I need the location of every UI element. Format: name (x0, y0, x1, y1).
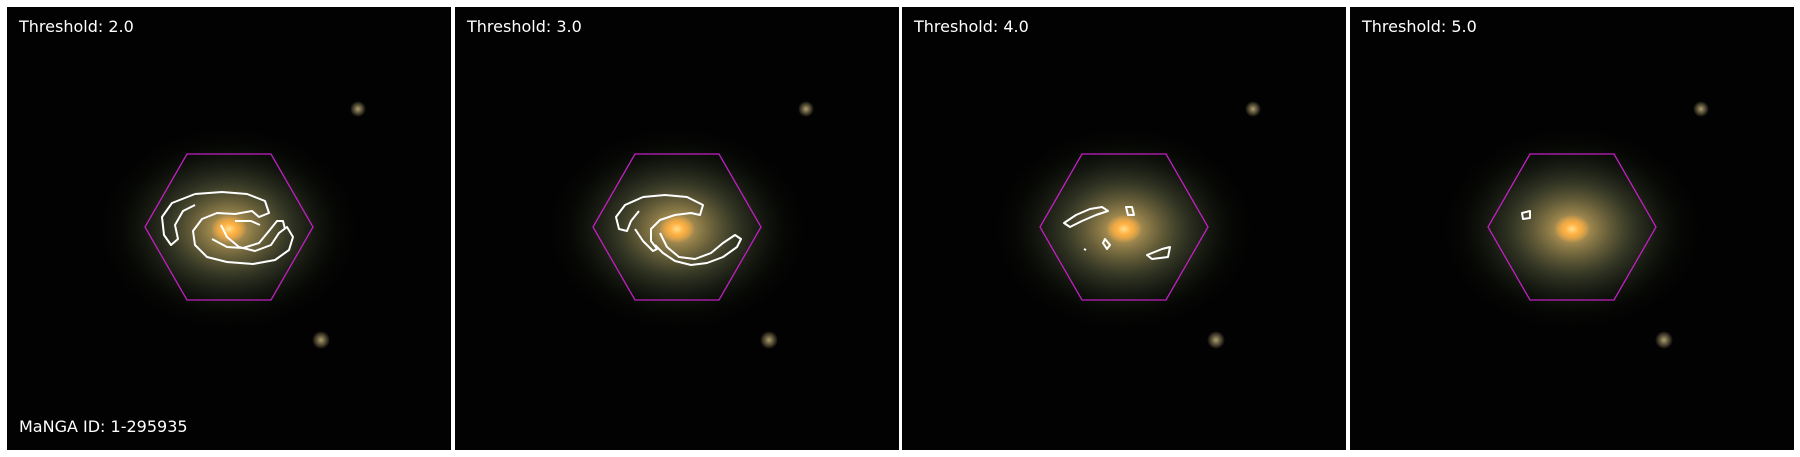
ifu-hexagon (592, 153, 762, 301)
galaxy-core (659, 215, 695, 243)
contour-lines (161, 191, 294, 265)
threshold-panel-5: Threshold: 5.0 (1350, 7, 1794, 450)
threshold-label: Threshold: 4.0 (914, 17, 1029, 36)
background-star (312, 331, 330, 349)
background-star (1207, 331, 1225, 349)
threshold-panel-3: Threshold: 3.0 (455, 7, 899, 450)
ifu-hexagon (1487, 153, 1657, 301)
contour-lines (1521, 210, 1531, 220)
threshold-panel-2: Threshold: 2.0 MaNGA ID: 1-295935 (7, 7, 451, 450)
background-star (1693, 101, 1709, 117)
galaxy-core (1106, 215, 1142, 243)
contour-lines (615, 194, 742, 266)
manga-id-label: MaNGA ID: 1-295935 (19, 417, 188, 436)
threshold-panel-4: Threshold: 4.0 (902, 7, 1346, 450)
ifu-hexagon (144, 153, 314, 301)
background-star (350, 101, 366, 117)
background-star (760, 331, 778, 349)
background-star (1245, 101, 1261, 117)
galaxy-image (455, 7, 899, 450)
galaxy-image (7, 7, 451, 450)
contour-lines (1063, 206, 1171, 260)
threshold-label: Threshold: 2.0 (19, 17, 134, 36)
galaxy-image (1350, 7, 1794, 450)
galaxy-core (1554, 215, 1590, 243)
ifu-hexagon (1039, 153, 1209, 301)
background-star (798, 101, 814, 117)
galaxy-image (902, 7, 1346, 450)
threshold-label: Threshold: 5.0 (1362, 17, 1477, 36)
background-star (1655, 331, 1673, 349)
threshold-label: Threshold: 3.0 (467, 17, 582, 36)
